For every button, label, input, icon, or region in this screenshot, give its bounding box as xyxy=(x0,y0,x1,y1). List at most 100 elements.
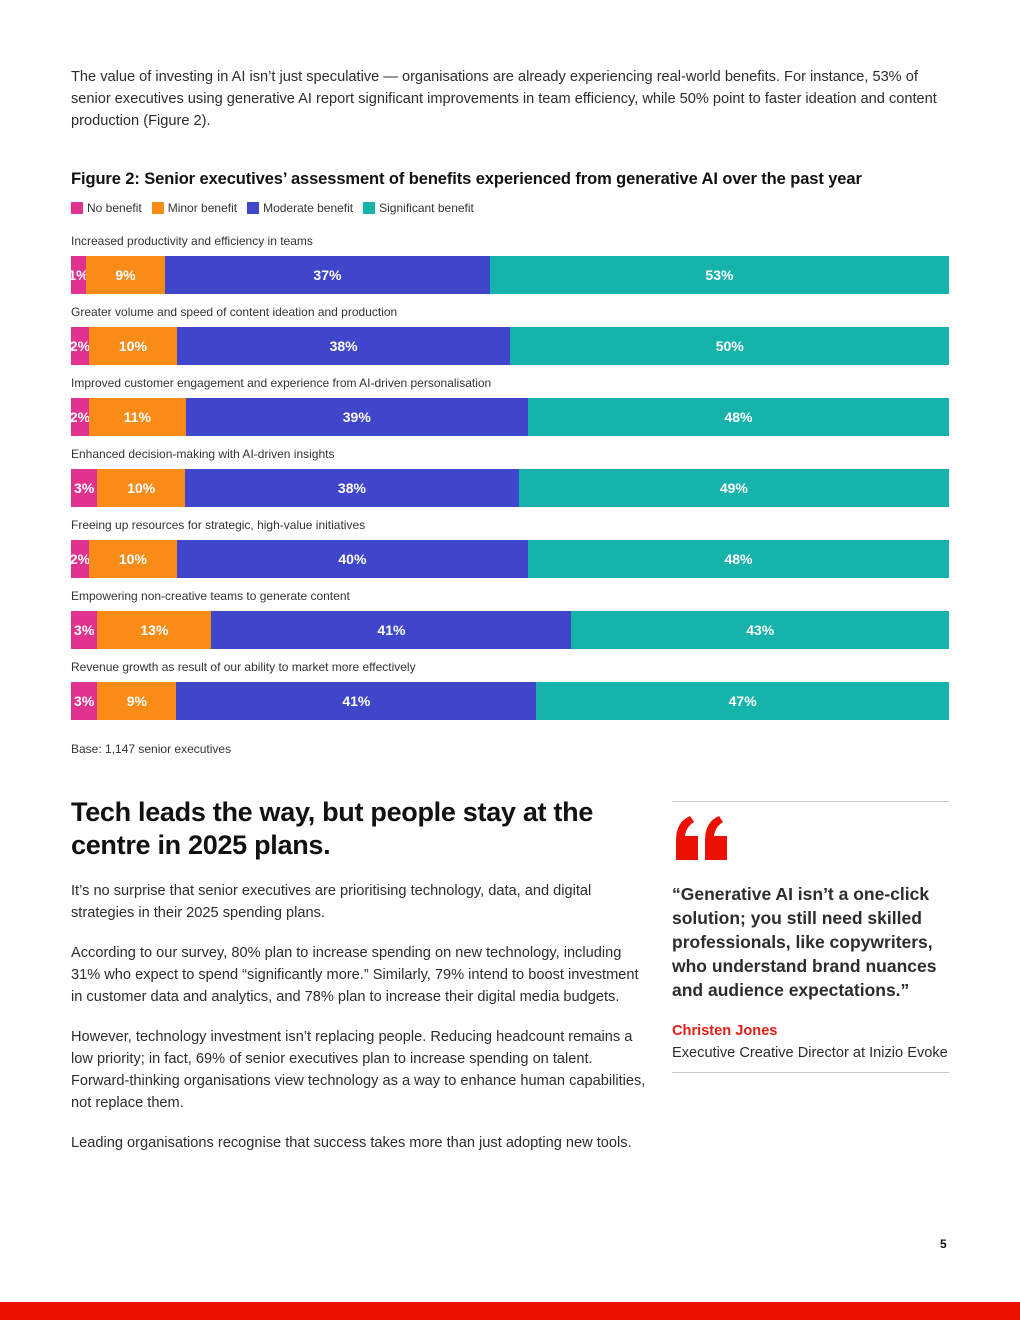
bar-value-label: 11% xyxy=(123,409,151,425)
bar-value-label: 2% xyxy=(69,551,91,567)
bar-value-label: 3% xyxy=(74,693,95,709)
quote-mark-icon xyxy=(676,816,727,860)
bar-value-label: 41% xyxy=(342,693,371,709)
section-heading: Tech leads the way, but people stay at t… xyxy=(71,797,594,860)
bar-value-label: 40% xyxy=(338,551,367,567)
row-label: Enhanced decision-making with AI-driven … xyxy=(71,447,335,461)
bar-value-label: 1% xyxy=(68,267,89,283)
footer-accent-bar xyxy=(0,1302,1020,1320)
bar-value-label: 48% xyxy=(724,551,753,567)
bar-segment-significant-benefit: 48% xyxy=(527,398,949,436)
bar-segment-minor-benefit: 10% xyxy=(89,540,177,578)
legend-swatch-moderate-benefit xyxy=(247,202,260,214)
quote-text: “Generative AI isn’t a one-click solutio… xyxy=(672,884,937,1000)
bar-value-label: 9% xyxy=(115,267,136,283)
row-label: Empowering non-creative teams to generat… xyxy=(71,589,350,603)
bar-segment-moderate-benefit: 41% xyxy=(211,611,572,649)
bar-segment-no-benefit: 3% xyxy=(71,469,98,507)
bar-segment-significant-benefit: 49% xyxy=(518,469,949,507)
stacked-bar: 2% 10% 40% 48% xyxy=(69,540,949,578)
body-paragraph: However, technology investment isn’t rep… xyxy=(71,1029,646,1111)
bar-segment-significant-benefit: 43% xyxy=(571,611,949,649)
chart-legend: No benefit Minor benefit Moderate benefi… xyxy=(71,200,484,216)
stacked-bar: 3% 9% 41% 47% xyxy=(71,682,949,720)
legend-item-minor-benefit: Minor benefit xyxy=(151,201,238,215)
legend-swatch-no-benefit xyxy=(71,202,83,214)
legend-item-no-benefit: No benefit xyxy=(71,201,142,215)
page-number: 5 xyxy=(940,1237,947,1251)
stacked-bar: 3% 10% 38% 49% xyxy=(71,469,949,507)
section-body: It’s no surprise that senior executives … xyxy=(71,880,646,1172)
bar-segment-moderate-benefit: 41% xyxy=(176,682,537,720)
stacked-bar: 1% 9% 37% 53% xyxy=(68,256,949,294)
legend-label: Moderate benefit xyxy=(263,201,354,215)
bar-segment-moderate-benefit: 38% xyxy=(176,327,511,365)
body-paragraph: Leading organisations recognise that suc… xyxy=(71,1135,632,1151)
stacked-bar-chart: Increased productivity and efficiency in… xyxy=(68,230,949,730)
bar-value-label: 10% xyxy=(118,551,147,567)
stacked-bar: 2% 10% 38% 50% xyxy=(69,327,949,365)
bar-segment-no-benefit: 2% xyxy=(69,398,91,436)
bar-value-label: 53% xyxy=(705,267,734,283)
row-label: Greater volume and speed of content idea… xyxy=(71,305,398,319)
bar-segment-minor-benefit: 10% xyxy=(97,469,186,507)
bar-value-label: 39% xyxy=(342,409,371,425)
bar-value-label: 49% xyxy=(719,480,748,496)
row-label: Increased productivity and efficiency in… xyxy=(71,234,313,248)
bar-segment-no-benefit: 3% xyxy=(71,682,98,720)
legend-swatch-significant-benefit xyxy=(363,202,376,214)
legend-swatch-minor-benefit xyxy=(151,202,164,214)
row-label: Improved customer engagement and experie… xyxy=(71,376,492,390)
legend-item-moderate-benefit: Moderate benefit xyxy=(247,201,353,215)
bar-value-label: 47% xyxy=(728,693,757,709)
body-paragraph: According to our survey, 80% plan to inc… xyxy=(71,945,639,1005)
bar-segment-significant-benefit: 50% xyxy=(510,327,949,365)
stacked-bar: 2% 11% 39% 48% xyxy=(69,398,949,436)
bar-value-label: 10% xyxy=(127,480,156,496)
bar-segment-significant-benefit: 48% xyxy=(527,540,949,578)
chart-base-note: Base: 1,147 senior executives xyxy=(71,742,232,756)
bar-segment-moderate-benefit: 38% xyxy=(185,469,519,507)
row-label: Revenue growth as result of our ability … xyxy=(71,660,416,674)
legend-item-significant-benefit: Significant benefit xyxy=(363,201,474,215)
legend-label: No benefit xyxy=(87,201,142,215)
bar-value-label: 37% xyxy=(313,267,342,283)
pull-quote: “Generative AI isn’t a one-click solutio… xyxy=(672,801,949,1073)
stacked-bar: 3% 13% 41% 43% xyxy=(71,611,949,649)
bar-value-label: 38% xyxy=(329,338,358,354)
bar-segment-minor-benefit: 11% xyxy=(89,398,186,436)
row-label: Freeing up resources for strategic, high… xyxy=(71,518,366,532)
body-paragraph: It’s no surprise that senior executives … xyxy=(71,883,592,921)
legend-label: Significant benefit xyxy=(379,201,474,215)
bar-value-label: 3% xyxy=(74,622,95,638)
legend-label: Minor benefit xyxy=(167,201,238,215)
bar-value-label: 48% xyxy=(724,409,753,425)
bar-value-label: 10% xyxy=(118,338,147,354)
bar-value-label: 3% xyxy=(74,480,95,496)
bar-value-label: 13% xyxy=(140,622,169,638)
bar-value-label: 43% xyxy=(746,622,775,638)
bar-value-label: 2% xyxy=(69,409,91,425)
intro-paragraph: The value of investing in AI isn’t just … xyxy=(71,69,937,129)
bar-segment-moderate-benefit: 37% xyxy=(165,256,490,294)
bar-segment-no-benefit: 1% xyxy=(68,256,89,294)
quote-author: Christen Jones xyxy=(672,1023,778,1039)
bar-segment-significant-benefit: 53% xyxy=(489,256,949,294)
bar-segment-minor-benefit: 13% xyxy=(97,611,212,649)
bar-segment-moderate-benefit: 40% xyxy=(176,540,528,578)
bar-segment-no-benefit: 3% xyxy=(71,611,98,649)
bar-segment-significant-benefit: 47% xyxy=(536,682,949,720)
bar-value-label: 50% xyxy=(715,338,744,354)
bar-segment-minor-benefit: 9% xyxy=(97,682,177,720)
bar-segment-moderate-benefit: 39% xyxy=(185,398,528,436)
bar-value-label: 41% xyxy=(377,622,406,638)
bar-segment-no-benefit: 2% xyxy=(69,327,91,365)
bar-value-label: 38% xyxy=(337,480,366,496)
quote-author-role: Executive Creative Director at Inizio Ev… xyxy=(672,1045,948,1061)
bar-value-label: 2% xyxy=(69,338,91,354)
bar-segment-minor-benefit: 10% xyxy=(89,327,177,365)
bar-segment-minor-benefit: 9% xyxy=(86,256,166,294)
bar-segment-no-benefit: 2% xyxy=(69,540,91,578)
bar-value-label: 9% xyxy=(126,693,147,709)
figure-title: Figure 2: Senior executives’ assessment … xyxy=(71,170,862,188)
